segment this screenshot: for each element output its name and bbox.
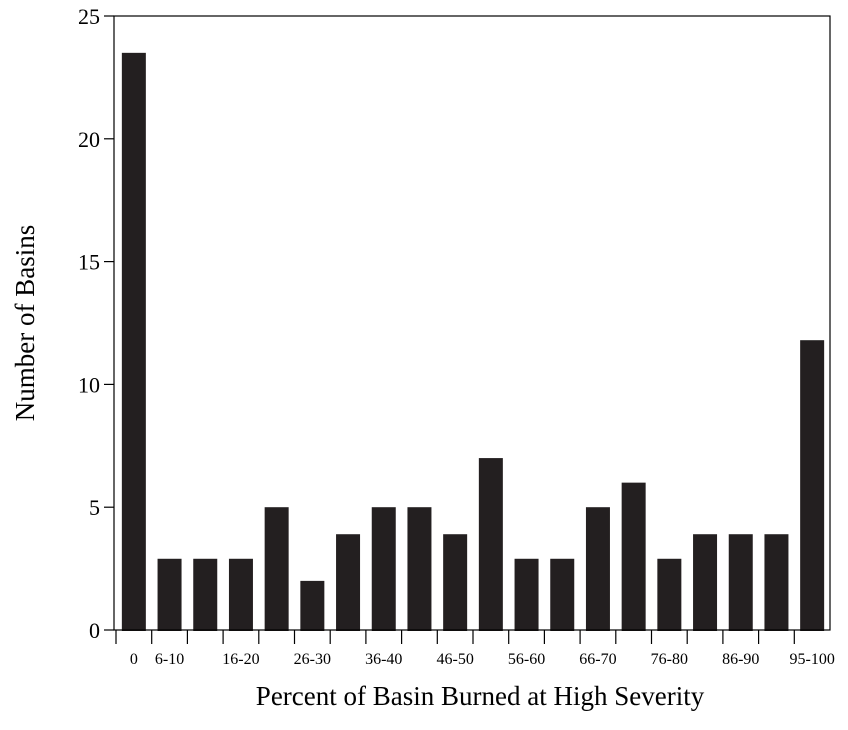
bar bbox=[800, 340, 825, 631]
x-tick-label: 86-90 bbox=[722, 651, 759, 668]
y-tick-label: 5 bbox=[89, 495, 100, 520]
x-tick-label: 46-50 bbox=[436, 651, 473, 668]
x-tick-label: 6-10 bbox=[155, 651, 184, 668]
y-tick-label: 25 bbox=[78, 4, 100, 29]
y-tick-label: 10 bbox=[78, 372, 100, 397]
bars bbox=[121, 52, 825, 631]
x-tick-label: 95-100 bbox=[789, 651, 834, 668]
y-axis-title: Number of Basins bbox=[10, 225, 40, 421]
y-tick-label: 20 bbox=[78, 127, 100, 152]
x-axis-title: Percent of Basin Burned at High Severity bbox=[256, 681, 705, 711]
bar bbox=[514, 558, 539, 631]
bar bbox=[443, 534, 468, 631]
bar bbox=[585, 507, 610, 631]
bar bbox=[407, 507, 432, 631]
x-tick-label: 16-20 bbox=[222, 651, 259, 668]
bar bbox=[657, 558, 682, 631]
bar bbox=[157, 558, 182, 631]
x-tick-label: 0 bbox=[130, 651, 138, 668]
bar bbox=[550, 558, 575, 631]
x-tick-label: 76-80 bbox=[651, 651, 688, 668]
x-axis-ticks: 0 6-10 16-20 26-30 36-40 46-50 56-60 66-70 76-80… bbox=[115, 630, 835, 668]
y-tick-label: 0 bbox=[89, 618, 100, 643]
x-tick-label: 36-40 bbox=[365, 651, 402, 668]
bar bbox=[693, 534, 718, 631]
bar bbox=[228, 558, 253, 631]
plot-frame bbox=[113, 15, 831, 631]
bar bbox=[371, 507, 396, 631]
bar bbox=[621, 482, 646, 631]
y-tick-label: 15 bbox=[78, 250, 100, 275]
bar bbox=[300, 580, 325, 631]
bar bbox=[121, 52, 146, 631]
x-tick-label: 66-70 bbox=[579, 651, 616, 668]
bar bbox=[728, 534, 753, 631]
y-axis-ticks: 0 5 10 15 20 25 bbox=[78, 4, 114, 643]
x-tick-label: 56-60 bbox=[508, 651, 545, 668]
bar bbox=[764, 534, 789, 631]
bar bbox=[193, 558, 218, 631]
bar bbox=[264, 507, 289, 631]
bar bbox=[336, 534, 361, 631]
bar bbox=[478, 458, 503, 631]
x-tick-label: 26-30 bbox=[294, 651, 331, 668]
